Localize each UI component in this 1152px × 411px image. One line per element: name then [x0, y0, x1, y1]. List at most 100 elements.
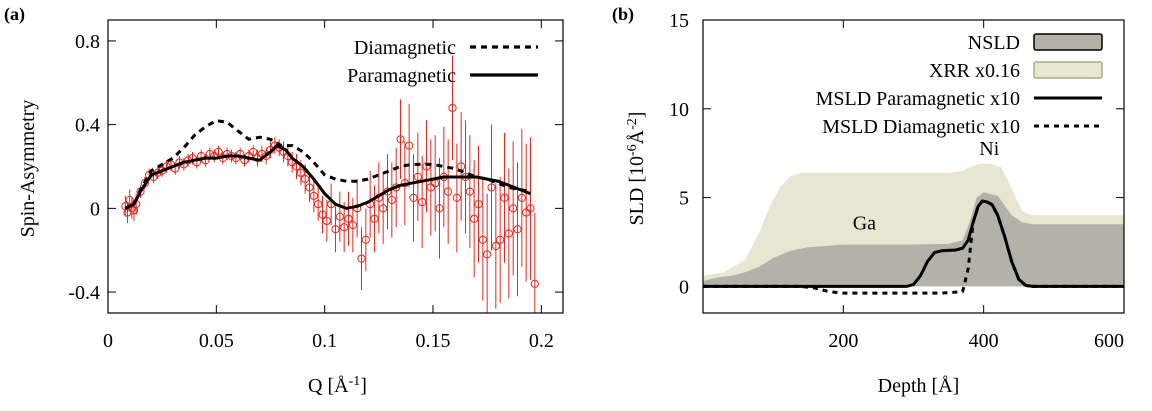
x-tick-label: 400: [969, 330, 999, 352]
series-line-paramagnetic: [124, 144, 532, 210]
panel-b-frame: [702, 19, 1125, 314]
legend-entry-msld-paramagnetic-x10: MSLD Paramagnetic x10: [816, 88, 1102, 110]
x-tick-label: 600: [1094, 330, 1124, 352]
panel-a-x-axis-label: Q [Å-1]: [308, 374, 367, 398]
data-point: [361, 208, 370, 272]
data-point: [513, 162, 522, 297]
data-point: [379, 172, 388, 244]
data-point: [340, 202, 349, 253]
y-tick-label: -0.4: [68, 282, 100, 304]
panel-a-plot-area: [121, 55, 539, 313]
y-tick-label: 0: [90, 198, 100, 220]
data-point: [413, 133, 422, 221]
data-point: [517, 128, 526, 267]
panel-b-sld-profile: (b) Ga Ni 200 400 600 0 5 10 15 SLD [10-6Å-2] D…: [612, 4, 1125, 397]
x-tick-label: 0.15: [416, 330, 451, 352]
panel-a-x-axis-label-close: ]: [360, 375, 367, 397]
data-point: [387, 162, 396, 238]
panel-b-label: (b): [612, 4, 634, 25]
data-point: [431, 135, 440, 232]
panel-b-y-axis-label-main: SLD [10: [626, 156, 648, 225]
data-point: [318, 195, 327, 234]
data-point: [491, 183, 500, 309]
annotation-ga: Ga: [853, 213, 876, 235]
y-tick-label: 0.4: [75, 115, 100, 137]
legend-swatch: [1033, 33, 1103, 51]
panel-a-ticks: 0 0.05 0.1 0.15 0.2 -0.4 0 0.4 0.8: [68, 20, 563, 352]
panel-b-plot-area: [703, 163, 1124, 295]
data-point: [314, 187, 323, 221]
panel-b-y-axis-label-unit: Å: [626, 129, 648, 144]
data-point: [344, 191, 353, 247]
annotation-ni: Ni: [979, 138, 999, 160]
y-tick-label: 10: [669, 99, 689, 121]
data-point: [214, 145, 223, 159]
data-point: [470, 160, 479, 278]
panel-b-y-axis-label-superscript-2: -2: [625, 118, 640, 130]
data-point: [249, 145, 258, 159]
x-tick-label: 0.2: [529, 330, 554, 352]
data-point: [409, 153, 418, 242]
panel-a-legend: Diamagnetic Paramagnetic: [347, 37, 538, 87]
data-point: [405, 103, 414, 188]
data-point: [530, 212, 539, 313]
data-point: [426, 139, 435, 236]
panel-b-y-axis-label-close: ]: [626, 112, 648, 119]
panel-a-x-axis-label-superscript: -1: [349, 374, 361, 389]
data-point: [231, 151, 240, 165]
data-point: [309, 179, 318, 213]
data-point: [504, 168, 513, 299]
data-point: [201, 153, 210, 167]
panel-a-x-axis-label-main: Q [Å: [308, 375, 349, 397]
data-point: [223, 147, 232, 161]
y-tick-label: 15: [669, 10, 689, 32]
data-point: [444, 139, 453, 244]
y-tick-label: 0.8: [75, 31, 100, 53]
data-point: [474, 145, 483, 263]
panel-b-annotations: Ga Ni: [853, 138, 1000, 235]
data-point: [509, 141, 518, 276]
data-point: [418, 156, 427, 249]
data-point: [522, 143, 531, 282]
x-tick-label: 0.05: [199, 330, 234, 352]
legend-entry-nsld: NSLD: [968, 32, 1103, 54]
legend-entry-diamagnetic: Diamagnetic: [354, 37, 538, 59]
data-point: [457, 112, 466, 221]
panel-b-y-axis-label-superscript-1: -6: [625, 144, 640, 156]
data-point: [322, 199, 331, 242]
data-point: [448, 55, 457, 161]
data-point: [526, 137, 535, 280]
legend-label: Paramagnetic: [347, 65, 456, 87]
legend-entry-paramagnetic: Paramagnetic: [347, 65, 538, 87]
data-point: [357, 227, 366, 290]
panel-b-ticks: 200 400 600 0 5 10 15: [669, 10, 1125, 352]
data-point: [331, 206, 340, 253]
data-point: [478, 179, 487, 301]
data-point: [244, 149, 253, 163]
legend-label: NSLD: [968, 32, 1020, 54]
data-point: [435, 158, 444, 259]
legend-label: MSLD Paramagnetic x10: [816, 88, 1020, 110]
data-point: [396, 99, 405, 180]
panel-a-label: (a): [4, 4, 25, 25]
legend-label: MSLD Diamagnetic x10: [822, 116, 1020, 138]
data-point: [305, 172, 314, 203]
data-point: [496, 176, 505, 303]
legend-entry-msld-diamagnetic-x10: MSLD Diamagnetic x10: [822, 116, 1102, 138]
panel-b-y-axis-label: SLD [10-6Å-2]: [625, 112, 649, 226]
data-point: [452, 143, 461, 253]
panel-b-x-axis-label: Depth [Å]: [878, 375, 960, 397]
data-point: [483, 193, 492, 313]
data-point: [487, 124, 496, 251]
data-point: [210, 149, 219, 163]
data-point: [370, 185, 379, 253]
series-nsld-area: [703, 192, 1124, 287]
y-tick-label: 0: [679, 276, 689, 298]
legend-entry-xrr-x0-16: XRR x0.16: [929, 60, 1103, 82]
y-tick-label: 5: [679, 188, 689, 210]
data-point: [353, 179, 362, 238]
data-point: [366, 170, 375, 238]
panel-a-frame: [107, 19, 564, 314]
data-point: [465, 135, 474, 249]
